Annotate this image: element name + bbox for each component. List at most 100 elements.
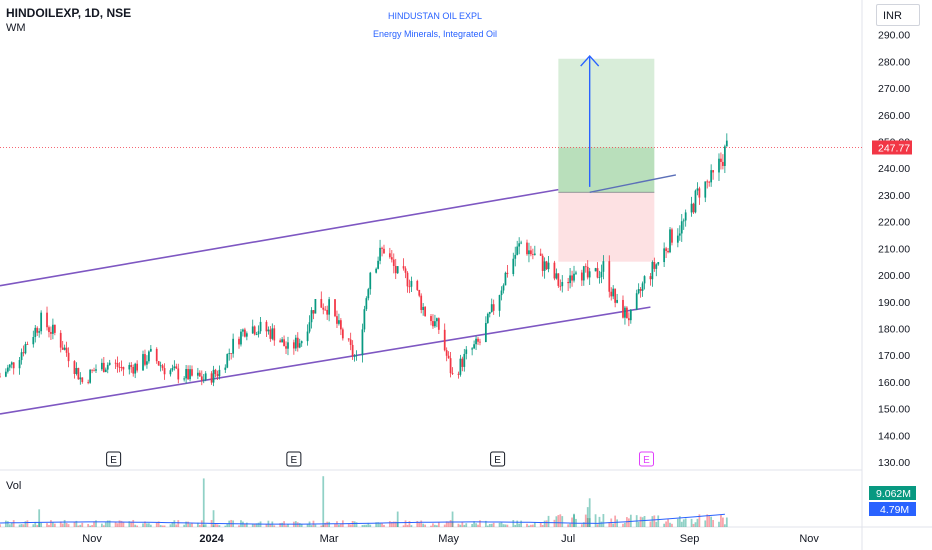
volume-bar — [671, 523, 673, 527]
candle-body — [369, 272, 372, 290]
volume-bar — [198, 524, 201, 527]
candle-body — [10, 362, 13, 365]
volume-bar — [189, 523, 191, 527]
candle-body — [24, 344, 27, 354]
candle-body — [471, 348, 474, 350]
candle-body — [498, 295, 501, 311]
price-tick-label: 140.00 — [878, 430, 910, 442]
volume-bar — [394, 521, 397, 527]
volume-bar — [502, 524, 505, 527]
candle-body — [463, 353, 466, 367]
volume-bar — [269, 524, 272, 527]
candle-body — [173, 366, 176, 369]
candle-body — [216, 374, 219, 377]
volume-bar — [347, 523, 350, 527]
candle-body — [379, 247, 381, 261]
volume-bar — [457, 523, 460, 527]
volume-spike — [588, 498, 591, 527]
volume-bar — [553, 519, 556, 527]
currency-selector[interactable]: INR — [876, 4, 920, 26]
earnings-marker-label: E — [643, 455, 650, 466]
volume-bar — [504, 524, 507, 527]
candle-body — [310, 310, 313, 323]
candle-body — [479, 341, 481, 343]
candle-body — [725, 140, 728, 147]
candle-body — [424, 306, 427, 317]
volume-bar — [130, 521, 133, 527]
volume-bar — [725, 517, 728, 527]
candle-body — [189, 369, 191, 380]
volume-bar — [637, 521, 640, 527]
volume-bar — [447, 521, 450, 527]
candle-body — [461, 358, 464, 367]
volume-bar — [202, 525, 205, 527]
candle-body — [212, 369, 215, 383]
candle-body — [65, 347, 68, 353]
candle-body — [50, 332, 52, 334]
candle-body — [586, 266, 589, 278]
volume-bar — [63, 519, 66, 527]
candle-body — [388, 253, 391, 258]
candle-body — [18, 360, 21, 369]
candle-body — [608, 261, 611, 292]
candle-body — [204, 373, 207, 380]
earnings-marker-label: E — [110, 455, 117, 466]
volume-bar — [34, 521, 37, 527]
volume-spike — [38, 509, 41, 527]
volume-bar — [461, 521, 464, 527]
candle-body — [383, 248, 385, 254]
candle-body — [547, 262, 550, 270]
candle-body — [6, 367, 9, 372]
volume-bar — [678, 516, 681, 527]
candle-body — [38, 331, 41, 333]
volume-bar — [665, 521, 667, 527]
volume-bar — [547, 515, 550, 527]
candle-body — [273, 328, 276, 341]
candle-body — [26, 344, 29, 345]
volume-bar — [177, 520, 180, 527]
candle-body — [669, 229, 671, 253]
candle-body — [148, 351, 150, 362]
candle-body — [692, 203, 695, 213]
volume-bar — [486, 525, 489, 527]
candle-body — [704, 181, 707, 198]
candle-body — [434, 321, 436, 327]
candle-body — [22, 352, 25, 354]
volume-bar — [396, 522, 399, 527]
volume-bar — [361, 525, 364, 527]
candle-body — [146, 361, 148, 365]
symbol-title[interactable]: HINDOILEXP, 1D, NSE — [6, 6, 132, 20]
candle-body — [48, 327, 50, 333]
volume-bar — [706, 514, 709, 527]
volume-bar — [408, 521, 411, 527]
volume-bar — [87, 523, 90, 527]
candle-body — [543, 261, 546, 271]
volume-bar — [710, 516, 713, 527]
candle-body — [116, 362, 119, 367]
earnings-marker — [286, 451, 302, 467]
candle-body — [465, 349, 468, 354]
volume-bar — [545, 520, 548, 527]
volume-bar — [596, 524, 599, 527]
candle-body — [298, 343, 301, 348]
candle-body — [435, 318, 438, 322]
candle-body — [296, 337, 299, 348]
volume-bar — [175, 524, 178, 527]
candle-body — [678, 233, 681, 236]
volume-bar — [279, 523, 282, 527]
volume-bar — [146, 523, 148, 527]
volume-bar — [498, 522, 501, 527]
candle-body — [300, 341, 303, 344]
candle-body — [404, 268, 407, 273]
candle-body — [571, 275, 573, 281]
price-tick-label: 240.00 — [878, 163, 910, 175]
candle-body — [177, 368, 180, 380]
volume-bar — [128, 521, 131, 527]
candle-body — [314, 299, 317, 314]
volume-bar — [89, 525, 91, 527]
candle-body — [351, 344, 354, 357]
volume-bar — [704, 520, 707, 527]
candle-body — [4, 371, 7, 377]
volume-bar — [655, 521, 658, 527]
